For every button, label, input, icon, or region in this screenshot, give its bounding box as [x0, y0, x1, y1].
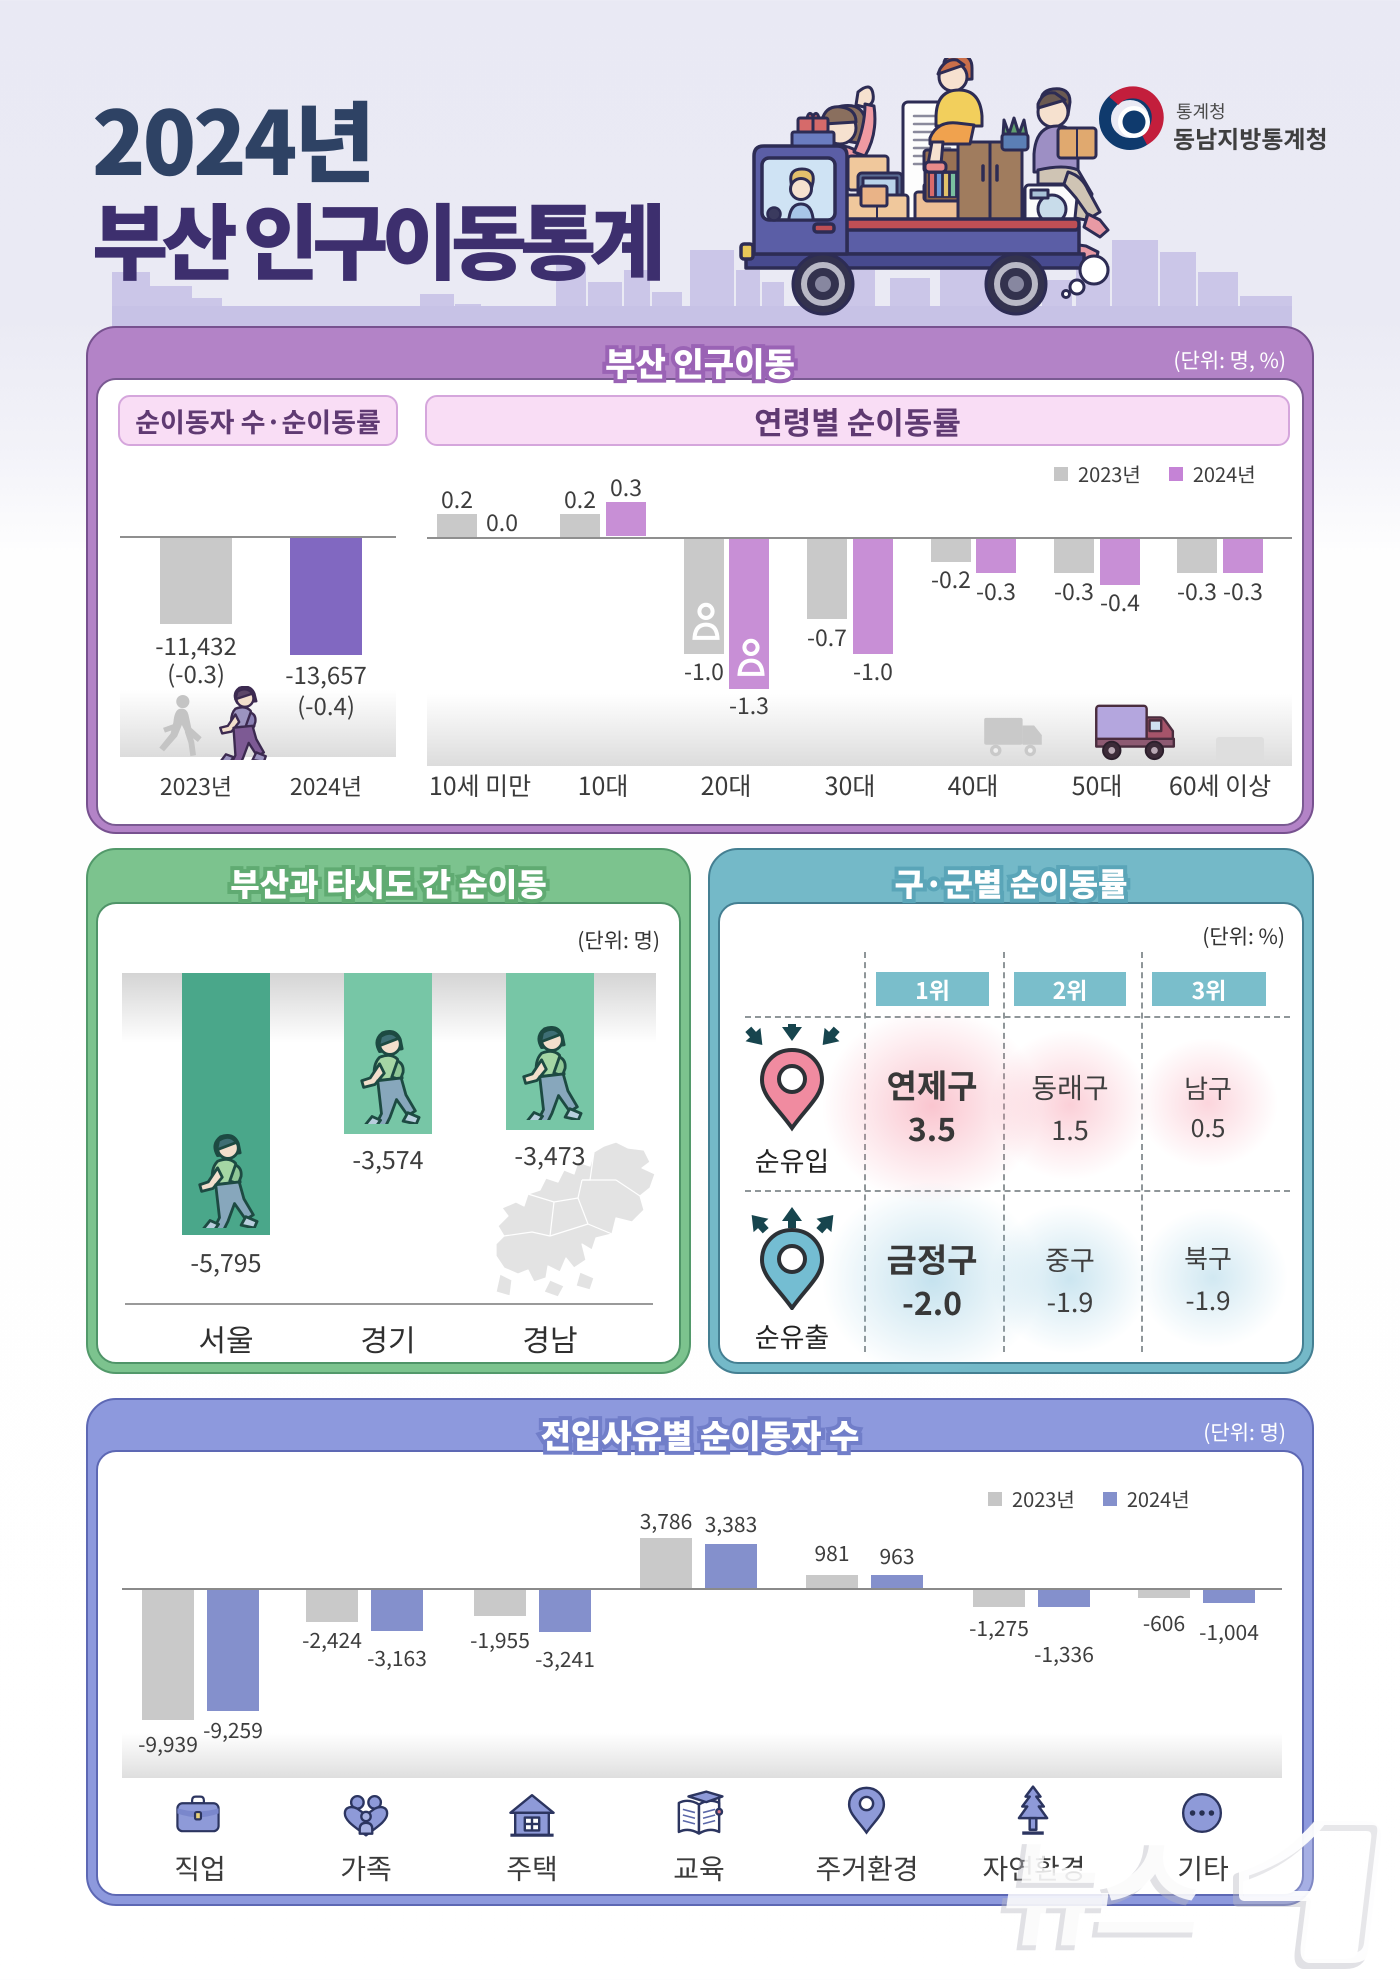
svg-text:뉴스: 뉴스 [993, 1798, 1216, 1969]
svg-text:뉴스: 뉴스 [988, 1803, 1211, 1974]
